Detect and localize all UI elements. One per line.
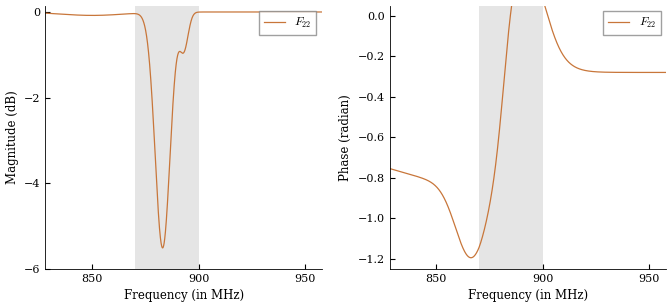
Bar [135, 6, 199, 269]
X-axis label: Frequency (in MHz): Frequency (in MHz) [124, 290, 244, 302]
Legend: $F_{22}$: $F_{22}$ [259, 11, 317, 35]
X-axis label: Frequency (in MHz): Frequency (in MHz) [468, 290, 588, 302]
Bar [479, 6, 543, 269]
Y-axis label: Phase (radian): Phase (radian) [339, 94, 352, 181]
Legend: $F_{22}$: $F_{22}$ [603, 11, 661, 35]
Y-axis label: Magnitude (dB): Magnitude (dB) [5, 91, 19, 184]
